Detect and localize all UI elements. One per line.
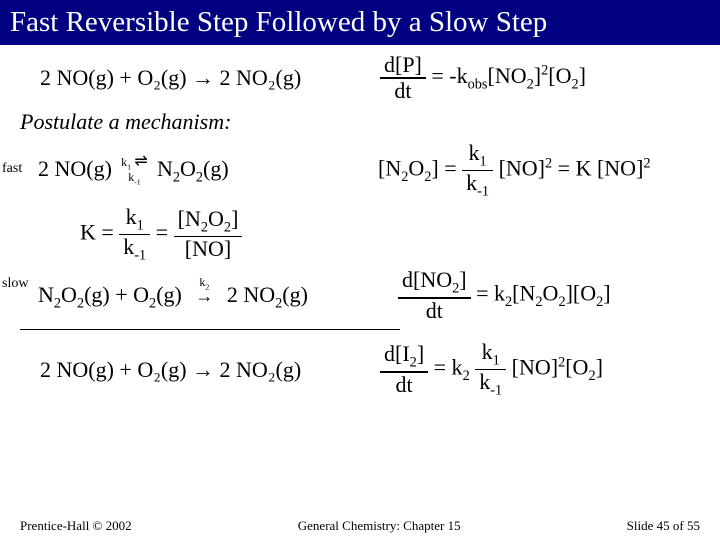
- step2-arrow: k2 →: [187, 278, 221, 301]
- step2-right: 2 NO2(g): [227, 282, 308, 307]
- footer-center: General Chemistry: Chapter 15: [298, 518, 461, 534]
- overall-reaction: 2 NO(g) + O₂(g) → 2 NO₂(g): [20, 65, 380, 91]
- fast-label: fast: [2, 161, 22, 177]
- reversible-arrows: k1 ⇌ k-1: [117, 156, 151, 185]
- postulate-heading: Postulate a mechanism:: [20, 109, 700, 135]
- equilibrium-conc: [N2O2] = k1 k-1 [NO]2 = K [NO]2: [378, 141, 700, 200]
- K-expression: K = k1 k-1 = [N2O2] [NO]: [80, 205, 242, 264]
- rate-law-main: d[P] dt = -kobs[NO2]2[O2]: [380, 53, 700, 103]
- step1-left: 2 NO(g): [38, 156, 112, 181]
- divider: [20, 329, 400, 330]
- dP-den: dt: [380, 79, 426, 103]
- rate-law-rhs: = -kobs[NO2]2[O2]: [431, 63, 586, 88]
- final-rate: d[I2] dt = k2 k1 k-1 [NO]2[O2]: [380, 340, 700, 399]
- slide-content: 2 NO(g) + O₂(g) → 2 NO₂(g) d[P] dt = -ko…: [0, 45, 720, 399]
- step2-rate: d[NO2] dt = k2[N2O2][O2]: [398, 268, 700, 323]
- slide-title: Fast Reversible Step Followed by a Slow …: [0, 0, 720, 45]
- footer-left: Prentice-Hall © 2002: [20, 518, 132, 534]
- slow-label: slow: [2, 276, 28, 292]
- final-reaction: 2 NO(g) + O₂(g) → 2 NO₂(g): [20, 357, 380, 383]
- dP-num: d[P]: [380, 53, 426, 79]
- step1-right: N2O2(g): [157, 156, 229, 181]
- footer: Prentice-Hall © 2002 General Chemistry: …: [0, 518, 720, 534]
- step2-left: N2O2(g) + O2(g): [38, 282, 182, 307]
- footer-right: Slide 45 of 55: [627, 518, 700, 534]
